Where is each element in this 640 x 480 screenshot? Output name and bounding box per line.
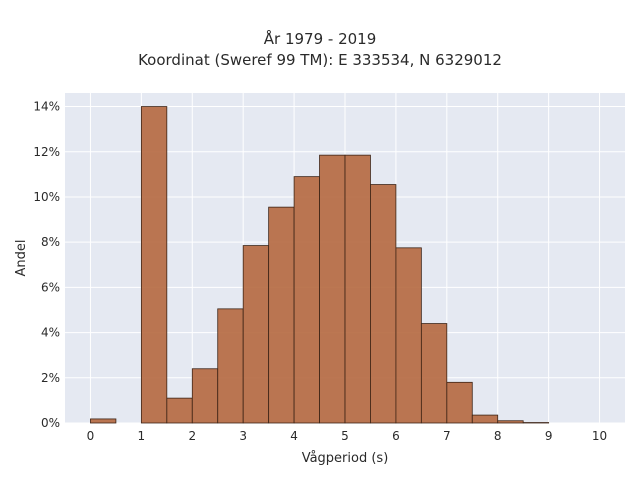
x-tick-label: 7 (443, 429, 451, 443)
histogram-bar (497, 420, 524, 424)
histogram-bar (140, 106, 168, 424)
y-tick-label: 8% (41, 235, 60, 249)
histogram-bar (370, 184, 397, 424)
x-tick-label: 3 (239, 429, 247, 443)
x-tick-label: 6 (392, 429, 400, 443)
x-tick-label: 4 (290, 429, 298, 443)
histogram-bar (344, 154, 371, 424)
x-tick-label: 8 (494, 429, 502, 443)
y-tick-label: 10% (33, 190, 60, 204)
x-tick-label: 0 (87, 429, 95, 443)
y-tick-label: 12% (33, 145, 60, 159)
chart-title-line-2: Koordinat (Sweref 99 TM): E 333534, N 63… (138, 51, 502, 69)
y-axis-title: Andel (14, 240, 29, 277)
y-tick-label: 14% (33, 100, 60, 114)
histogram-bar (90, 418, 117, 424)
histogram-bar (293, 176, 320, 424)
bars (90, 106, 550, 424)
histogram-bar (446, 381, 473, 424)
x-tick-label: 10 (592, 429, 607, 443)
histogram-bar (191, 368, 219, 424)
histogram-bar (395, 247, 422, 424)
histogram-bar (420, 323, 448, 424)
x-tick-label: 9 (545, 429, 553, 443)
histogram-bar (217, 308, 244, 424)
y-tick-label: 6% (41, 280, 60, 294)
histogram-bar (268, 206, 295, 424)
histogram-bar (242, 245, 270, 424)
histogram-bar (471, 414, 499, 424)
x-tick-label: 1 (138, 429, 146, 443)
x-axis-title: Vågperiod (s) (302, 451, 389, 466)
histogram-bar (319, 154, 346, 424)
y-axis-ticks: 0% 2% 4% 6% 8% 10% 12% 14% (33, 100, 60, 430)
chart-title-line-1: År 1979 - 2019 (263, 30, 377, 48)
histogram-bar (166, 397, 193, 424)
x-tick-label: 2 (188, 429, 196, 443)
y-tick-label: 4% (41, 326, 60, 340)
y-tick-label: 2% (41, 371, 60, 385)
x-axis-ticks: 0 1 2 3 4 5 6 7 8 9 10 (87, 429, 608, 443)
x-tick-label: 5 (341, 429, 349, 443)
y-tick-label: 0% (41, 416, 60, 430)
